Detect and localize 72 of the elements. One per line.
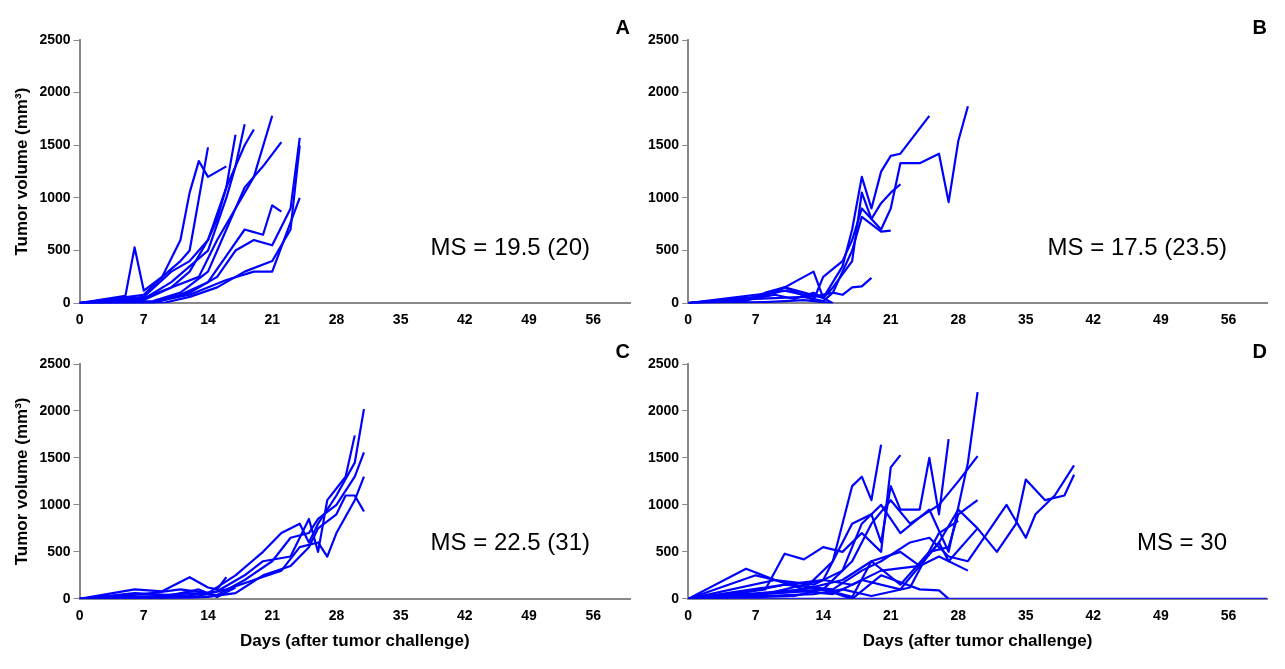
x-tick-label: 42 — [1085, 607, 1102, 624]
annotation: MS = 30 — [1136, 528, 1227, 556]
y-tick-label: 1500 — [647, 136, 680, 153]
x-tick-label: 14 — [815, 311, 832, 328]
chart-title: D — [1252, 339, 1267, 362]
y-tick-label: 0 — [62, 294, 71, 311]
annotation: MS = 22.5 (31) — [430, 528, 590, 556]
x-tick-label: 0 — [684, 607, 693, 624]
y-tick-label: 2500 — [39, 354, 71, 371]
y-tick-label: 0 — [671, 589, 680, 606]
y-tick-label: 1000 — [39, 495, 71, 512]
x-tick-label: 7 — [139, 607, 148, 624]
chart-title: A — [615, 15, 630, 38]
y-tick-label: 1500 — [647, 448, 680, 465]
x-tick-label: 42 — [457, 607, 473, 624]
y-tick-label: 2000 — [647, 83, 680, 100]
x-tick-label: 35 — [1018, 311, 1034, 328]
x-tick-label: 56 — [585, 311, 602, 328]
x-tick-label: 28 — [950, 311, 967, 328]
x-tick-label: 0 — [75, 311, 84, 328]
x-tick-label: 49 — [1153, 311, 1169, 328]
x-tick-label: 35 — [1018, 607, 1034, 624]
y-tick-label: 2000 — [39, 401, 71, 418]
x-tick-label: 42 — [1085, 311, 1102, 328]
y-tick-label: 500 — [655, 542, 680, 559]
x-tick-label: 21 — [264, 607, 281, 624]
x-tick-label: 14 — [815, 607, 832, 624]
y-tick-label: 2500 — [39, 30, 71, 47]
x-tick-label: 49 — [521, 311, 538, 328]
x-tick-label: 7 — [751, 311, 760, 328]
annotation: MS = 17.5 (23.5) — [1047, 232, 1227, 260]
x-tick-label: 28 — [950, 607, 967, 624]
y-tick-label: 2000 — [647, 401, 680, 418]
x-tick-label: 56 — [1220, 607, 1237, 624]
x-tick-label: 14 — [200, 607, 216, 624]
y-tick-label: 1000 — [39, 188, 71, 205]
x-tick-label: 56 — [585, 607, 602, 624]
x-axis-title: Days (after tumor challenge) — [862, 631, 1093, 651]
y-tick-label: 500 — [47, 241, 71, 258]
y-tick-label: 500 — [655, 241, 680, 258]
y-axis-title: Tumor volume (mm³) — [11, 87, 31, 256]
y-tick-label: 1000 — [647, 495, 680, 512]
x-tick-label: 49 — [1153, 607, 1169, 624]
y-tick-label: 1500 — [39, 448, 71, 465]
x-tick-label: 28 — [328, 311, 345, 328]
x-tick-label: 35 — [392, 311, 409, 328]
y-axis-title: Tumor volume (mm³) — [11, 397, 31, 566]
chart-title: C — [615, 339, 630, 362]
y-tick-label: 0 — [671, 294, 680, 311]
x-tick-label: 56 — [1220, 311, 1237, 328]
x-tick-label: 7 — [139, 311, 148, 328]
y-tick-label: 500 — [47, 542, 71, 559]
y-tick-label: 2000 — [39, 83, 71, 100]
y-tick-label: 2500 — [647, 354, 680, 371]
annotation: MS = 19.5 (20) — [430, 232, 590, 260]
chart-title: B — [1252, 15, 1267, 38]
y-tick-label: 1000 — [647, 188, 680, 205]
x-tick-label: 28 — [328, 607, 345, 624]
x-tick-label: 49 — [521, 607, 538, 624]
y-tick-label: 1500 — [39, 136, 71, 153]
x-tick-label: 21 — [882, 607, 899, 624]
x-tick-label: 35 — [392, 607, 409, 624]
x-tick-label: 42 — [457, 311, 473, 328]
x-axis-title: Days (after tumor challenge) — [239, 631, 470, 651]
x-tick-label: 0 — [75, 607, 84, 624]
y-tick-label: 0 — [62, 589, 71, 606]
x-tick-label: 0 — [684, 311, 693, 328]
x-tick-label: 21 — [882, 311, 899, 328]
y-tick-label: 2500 — [647, 30, 680, 47]
x-tick-label: 21 — [264, 311, 281, 328]
x-tick-label: 14 — [200, 311, 216, 328]
x-tick-label: 7 — [751, 607, 760, 624]
